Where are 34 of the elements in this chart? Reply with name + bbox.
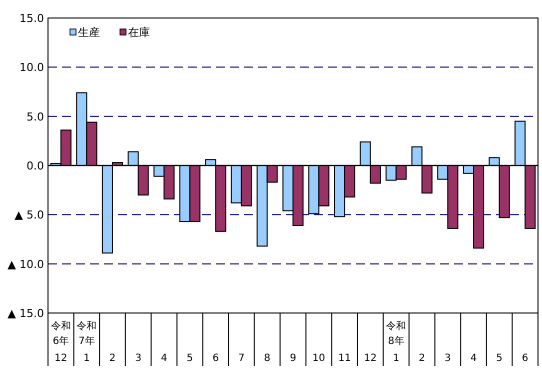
legend: 生産 bbox=[78, 26, 100, 39]
xtick: 7年 bbox=[78, 336, 95, 347]
xtick: 3 bbox=[135, 353, 142, 364]
xtick: 8 bbox=[264, 353, 270, 364]
xtick: 6 bbox=[522, 353, 528, 364]
ytick: ▲ 10.0 bbox=[8, 258, 44, 271]
ytick: 0.0 bbox=[26, 160, 44, 172]
xtick: 令和 bbox=[386, 321, 406, 332]
xtick: 5 bbox=[186, 353, 194, 364]
legend: 在庫 bbox=[128, 26, 150, 39]
xtick: 2 bbox=[109, 353, 116, 364]
ytick: 15.0 bbox=[20, 12, 44, 25]
xtick: 7 bbox=[238, 353, 245, 364]
xtick: 12 bbox=[54, 353, 68, 364]
xtick: 4 bbox=[160, 353, 168, 364]
xtick: 1 bbox=[84, 353, 90, 364]
xtick: 5 bbox=[496, 353, 502, 364]
xtick: 1 bbox=[392, 353, 400, 364]
xtick: 6 bbox=[212, 353, 219, 364]
xtick: 令和 bbox=[50, 321, 71, 332]
xtick: 令和 bbox=[76, 321, 97, 332]
xtick: 9 bbox=[290, 353, 296, 364]
ytick: 10.0 bbox=[20, 61, 44, 74]
ytick: 5.0 bbox=[26, 110, 44, 124]
xtick: 11 bbox=[338, 353, 351, 364]
xtick: 8年 bbox=[388, 336, 404, 347]
ytick: ▲ 5.0 bbox=[14, 208, 44, 222]
ytick: ▲ 15.0 bbox=[8, 307, 44, 320]
xtick: 6年 bbox=[52, 336, 70, 347]
xtick: 3 bbox=[444, 353, 451, 364]
xtick: 12 bbox=[364, 353, 377, 364]
xtick: 4 bbox=[470, 353, 477, 364]
xtick: 2 bbox=[418, 353, 426, 364]
xtick: 10 bbox=[312, 353, 326, 364]
